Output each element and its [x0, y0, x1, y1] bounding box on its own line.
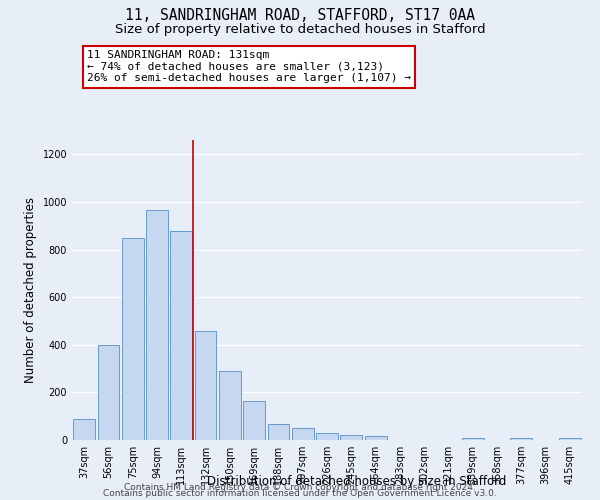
- Text: Contains public sector information licensed under the Open Government Licence v3: Contains public sector information licen…: [103, 489, 497, 498]
- Bar: [194, 332, 217, 440]
- Bar: [340, 435, 362, 440]
- Bar: [292, 428, 314, 440]
- Bar: [146, 210, 168, 440]
- Y-axis label: Number of detached properties: Number of detached properties: [24, 197, 37, 383]
- Text: 11, SANDRINGHAM ROAD, STAFFORD, ST17 0AA: 11, SANDRINGHAM ROAD, STAFFORD, ST17 0AA: [125, 8, 475, 22]
- Text: Distribution of detached houses by size in Stafford: Distribution of detached houses by size …: [208, 474, 506, 488]
- Text: Size of property relative to detached houses in Stafford: Size of property relative to detached ho…: [115, 22, 485, 36]
- Text: 11 SANDRINGHAM ROAD: 131sqm
← 74% of detached houses are smaller (3,123)
26% of : 11 SANDRINGHAM ROAD: 131sqm ← 74% of det…: [87, 50, 411, 83]
- Bar: [97, 346, 119, 440]
- Bar: [243, 401, 265, 440]
- Text: Contains HM Land Registry data © Crown copyright and database right 2024.: Contains HM Land Registry data © Crown c…: [124, 484, 476, 492]
- Bar: [365, 436, 386, 440]
- Bar: [462, 438, 484, 440]
- Bar: [559, 438, 581, 440]
- Bar: [73, 419, 95, 440]
- Bar: [316, 433, 338, 440]
- Bar: [268, 424, 289, 440]
- Bar: [122, 238, 143, 440]
- Bar: [219, 371, 241, 440]
- Bar: [511, 438, 532, 440]
- Bar: [170, 231, 192, 440]
